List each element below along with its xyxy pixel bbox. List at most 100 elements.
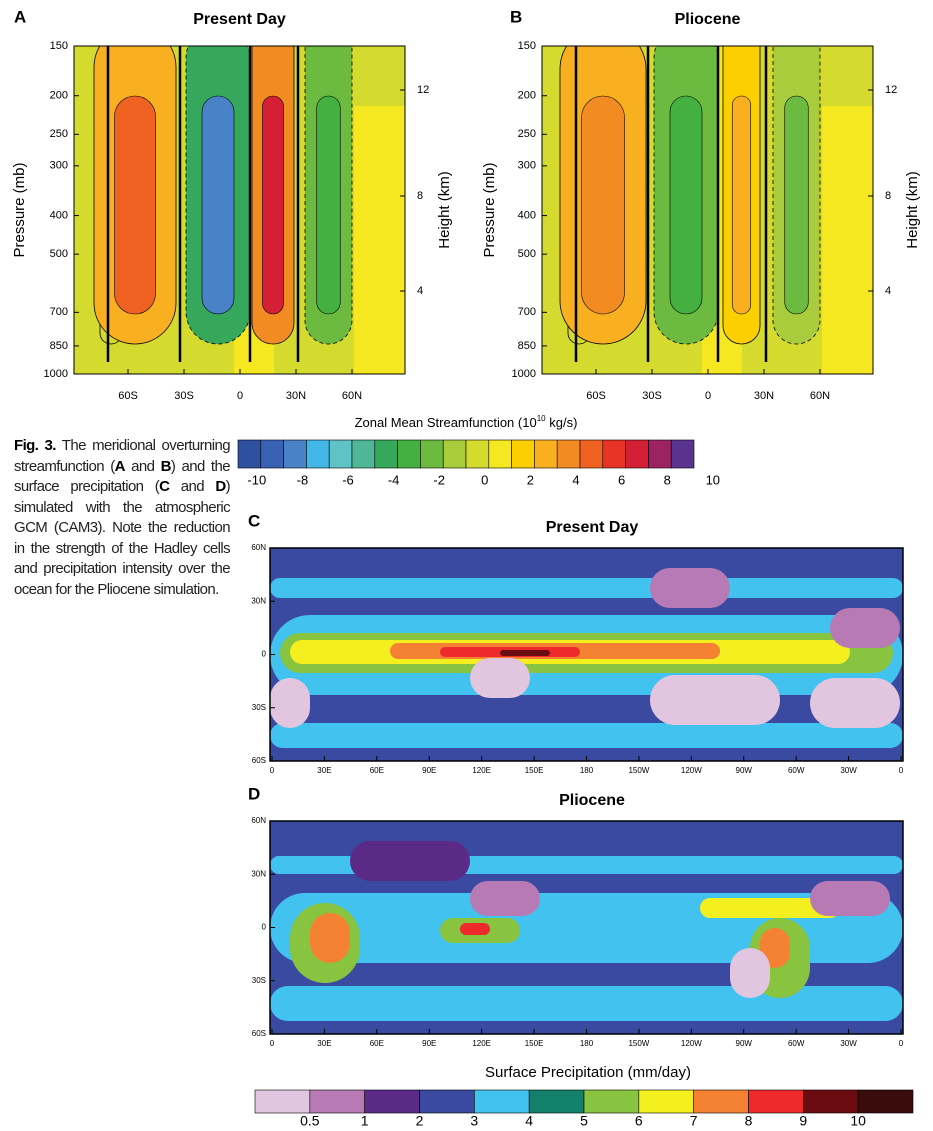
lat-tick-label: 60N [251,816,266,825]
colorbar-label: 4 [525,1113,533,1129]
y-tick-label: 500 [50,248,68,260]
colorbar-box [648,439,672,469]
lat-tick-label: 0 [262,923,267,932]
colorbar-box [364,1089,420,1114]
colorbar-box [511,439,535,469]
colorbar-box [420,439,444,469]
caption-segment: ) and the surface precipitation ( [14,457,231,496]
colorbar-box [328,439,353,469]
lon-tick-label: 120E [472,766,491,775]
colorbar-box [583,1089,640,1114]
lon-tick-label: 150W [628,1039,649,1048]
colorbar-label: 10 [706,472,720,487]
lon-tick-label: 30W [840,1039,857,1048]
lon-tick-label: 90W [736,1039,753,1048]
contour-field [542,46,873,374]
precip-region [270,678,310,728]
lon-tick-label: 150W [628,766,649,775]
panel-letter: A [14,7,26,26]
y-tick-label: 700 [50,306,68,318]
lon-tick-label: 60E [370,1039,384,1048]
colorbar-title: Surface Precipitation (mm/day) [485,1064,691,1081]
lat-tick-label: 30S [252,703,266,712]
precip-region [730,948,770,998]
colorbar-box [351,439,376,469]
colorbar-box [260,439,284,469]
x-tick-label: 30N [754,390,774,402]
y-tick-label: 300 [50,160,68,172]
cell-core [669,95,703,315]
panel-title: Pliocene [675,11,741,28]
panel-title: Present Day [546,519,639,536]
y-tick-label: 400 [518,209,536,221]
lon-tick-label: 150E [525,766,544,775]
y2-tick-label: 8 [885,190,891,202]
caption-segment: ) simulated with the atmospheric GCM (CA… [14,478,231,598]
colorbar-label: 3 [470,1113,478,1129]
lon-tick-label: 120W [681,1039,702,1048]
lat-tick-label: 30S [252,976,266,985]
lon-tick-label: 90W [736,766,753,775]
y2-tick-label: 4 [885,285,891,297]
lon-tick-label: 60W [788,766,805,775]
colorbar-label: 6 [618,472,625,487]
x-tick-label: 60S [586,390,606,402]
precip-region [830,608,900,648]
colorbar-label: -8 [297,472,309,487]
colorbar-box [397,439,421,469]
cell-core [262,95,284,315]
precip-region [760,928,790,968]
colorbar-box [602,439,626,469]
lon-tick-label: 60E [370,766,384,775]
lon-tick-label: 0 [899,766,904,775]
panel-title: Present Day [193,11,286,28]
colorbar-label: 2 [527,472,534,487]
lon-tick-label: 120W [681,766,702,775]
x-tick-label: 0 [705,390,711,402]
colorbar-box [254,1089,311,1114]
x-tick-label: 30N [286,390,306,402]
colorbar-box [309,1089,365,1114]
caption-segment: Fig. 3. [14,437,56,454]
precip-region [810,678,900,728]
colorbar-title: Zonal Mean Streamfunction (1010 kg/s) [355,414,578,430]
precip-region [270,986,903,1021]
caption-segment: D [215,478,226,495]
colorbar-box [474,1089,530,1114]
colorbar-box [306,439,330,469]
colorbar-label: 4 [572,472,579,487]
caption: Fig. 3. The meridional overturning strea… [14,436,231,600]
colorbar-label: 6 [635,1113,643,1129]
lon-tick-label: 0 [270,766,275,775]
precip-region [470,881,540,916]
colorbar-label: 0 [481,472,488,487]
precip-region [270,723,903,748]
caption-segment: B [160,457,172,475]
y-axis-label: Pressure (mb) [11,162,28,257]
lon-tick-label: 180 [580,766,594,775]
y-tick-label: 300 [518,160,536,172]
x-tick-label: 30S [174,390,194,402]
y2-tick-label: 12 [885,84,897,96]
colorbar-box [625,439,649,469]
colorbar-label: 10 [850,1113,866,1129]
lon-tick-label: 30E [317,766,331,775]
cell-core [731,95,752,315]
caption-segment: and [124,457,161,475]
precip-region [460,923,490,935]
precip-region [270,578,903,598]
colorbar-label: -4 [388,472,400,487]
colorbar-label: 8 [745,1113,753,1129]
title-text: kg/s) [546,415,578,430]
y-tick-label: 850 [518,340,536,352]
y2-tick-label: 8 [417,190,423,202]
y-tick-label: 700 [518,306,536,318]
caption-segment: C [159,478,170,495]
field-yellow [822,106,873,374]
lon-tick-label: 150E [525,1039,544,1048]
lon-tick-label: 30W [840,766,857,775]
cell-core [114,95,156,315]
cell-core [316,95,341,315]
